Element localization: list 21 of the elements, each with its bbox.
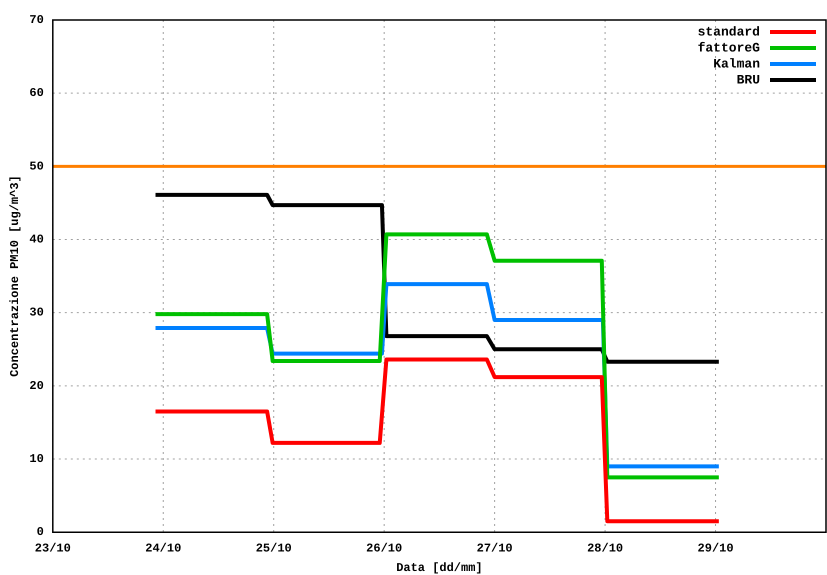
- y-tick-label: 20: [29, 378, 44, 393]
- legend-label: BRU: [736, 72, 760, 88]
- x-tick-label: 27/10: [476, 541, 513, 556]
- x-axis-title: Data [dd/mm]: [396, 560, 483, 575]
- x-tick-label: 24/10: [145, 541, 182, 556]
- y-tick-label: 50: [29, 159, 44, 174]
- x-tick-label: 25/10: [256, 541, 292, 556]
- legend-label: fattoreG: [698, 40, 760, 56]
- x-tick-label: 23/10: [34, 541, 71, 556]
- y-tick-label: 40: [29, 232, 44, 247]
- x-tick-label: 28/10: [587, 541, 624, 556]
- legend-label: standard: [698, 24, 760, 40]
- y-tick-label: 10: [29, 452, 44, 466]
- y-tick-label: 0: [36, 525, 44, 540]
- x-tick-label: 29/10: [698, 541, 734, 556]
- y-tick-label: 70: [29, 13, 44, 28]
- y-tick-label: 30: [29, 306, 44, 320]
- y-axis-title: Concentrazione PM10 [ug/m^3]: [8, 175, 22, 377]
- y-tick-label: 60: [29, 86, 44, 100]
- x-tick-label: 26/10: [366, 541, 402, 556]
- legend-label: Kalman: [713, 56, 760, 72]
